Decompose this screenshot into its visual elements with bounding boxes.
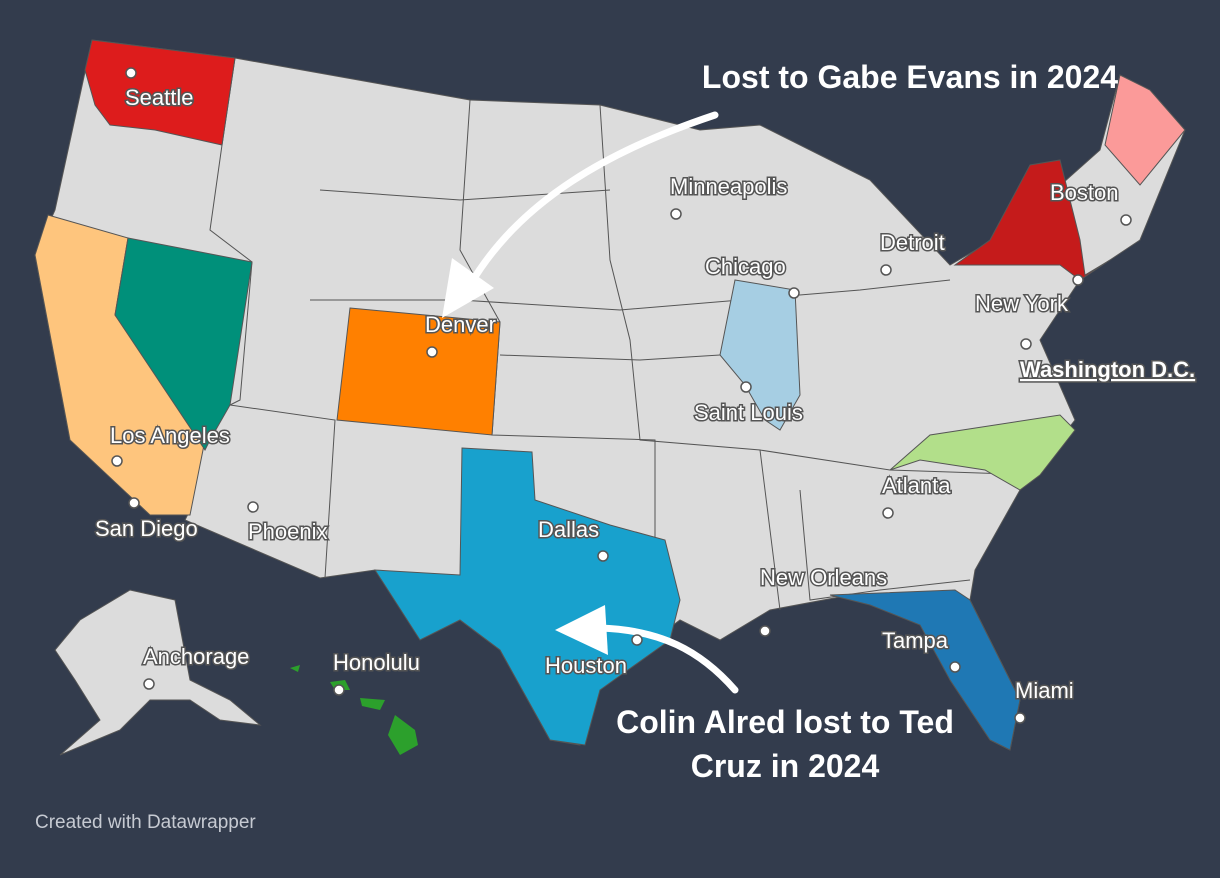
city-label: New York [975, 291, 1069, 316]
state-border [499, 354, 721, 361]
alaska [54, 589, 262, 756]
city-label: Houston [545, 653, 627, 678]
annotation: Colin Alred lost to Ted Cruz in 2024 [616, 704, 954, 784]
city-dot [740, 381, 752, 393]
city-label: Seattle [125, 85, 194, 110]
state-border [209, 57, 336, 579]
city-label: New Orleans [760, 565, 887, 590]
city-label: Detroit [880, 230, 945, 255]
city-dot [1020, 338, 1032, 350]
maine [1104, 74, 1186, 186]
city-dot [788, 287, 800, 299]
city-label: Boston [1050, 180, 1119, 205]
city-label: San Diego [95, 516, 198, 541]
city-dot [631, 634, 643, 646]
city-label: Anchorage [143, 644, 249, 669]
city-dot [333, 684, 345, 696]
hawaii-island [388, 715, 418, 755]
new-york [953, 159, 1111, 281]
city-label: Los Angeles [110, 423, 230, 448]
colorado [336, 307, 501, 436]
states [34, 39, 1186, 756]
city-dot [111, 455, 123, 467]
city-label: Dallas [538, 517, 599, 542]
state-border [599, 104, 781, 611]
city-label: Atlanta [882, 473, 951, 498]
credit: Created with Datawrapper [35, 812, 256, 833]
north-carolina [889, 414, 1076, 491]
city-label: Chicago [705, 254, 786, 279]
city-dot [597, 550, 609, 562]
city-dot [143, 678, 155, 690]
annotation: Lost to Gabe Evans in 2024 [702, 59, 1118, 95]
city-dot [949, 661, 961, 673]
city-label: Honolulu [333, 650, 420, 675]
city-dot [759, 625, 771, 637]
city-label: Saint Louis [694, 400, 803, 425]
city-dot [426, 346, 438, 358]
state-border [310, 279, 951, 311]
city-dot [880, 264, 892, 276]
city-label: Miami [1015, 678, 1074, 703]
hawaii-island [360, 698, 385, 710]
city-dot [247, 501, 259, 513]
city-dot [125, 67, 137, 79]
hawaii-island [290, 665, 300, 672]
city-label: Tampa [882, 628, 949, 653]
city-label: Minneapolis [670, 174, 787, 199]
city-dot [1014, 712, 1026, 724]
washington [84, 39, 236, 146]
arrows [442, 111, 739, 694]
texas [374, 447, 681, 746]
city-dot [128, 497, 140, 509]
city-dot [670, 208, 682, 220]
arrow [596, 624, 739, 694]
arrowhead [555, 605, 608, 655]
florida [829, 589, 1021, 751]
illinois [719, 279, 801, 431]
hawaii [290, 665, 418, 755]
city-dot [1072, 274, 1084, 286]
city-label: Washington D.C. [1020, 357, 1195, 382]
city-label: Denver [425, 312, 496, 337]
city-dot [882, 507, 894, 519]
cities: Seattle Minneapolis Boston Detroit Chicago Ne… [94, 67, 1197, 724]
arrow [466, 111, 719, 289]
arrowhead [442, 258, 494, 318]
city-dot [1120, 214, 1132, 226]
city-label: Phoenix [248, 519, 328, 544]
nevada [114, 237, 253, 451]
